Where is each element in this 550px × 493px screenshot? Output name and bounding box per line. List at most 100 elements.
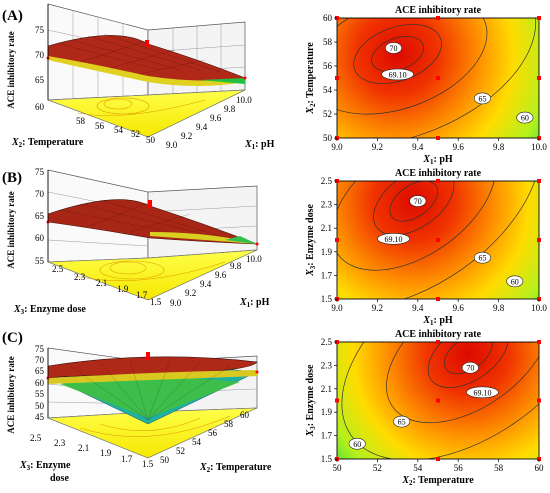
y-tick: 54 [323, 85, 333, 95]
contour-label: 60 [348, 437, 366, 450]
contour-line [371, 36, 424, 72]
x-tick: 52 [373, 463, 382, 473]
y-tick-labels: 2.5 2.3 2.1 1.9 1.7 1.5 [30, 433, 154, 469]
svg-text:60: 60 [353, 440, 361, 449]
x-tick: 9.0 [166, 140, 178, 150]
surface-yellow-band [48, 370, 257, 384]
y-tick-labels: 58 56 54 52 50 [76, 116, 156, 145]
y-tick: 58 [323, 37, 333, 47]
surface-panel-c: (C) 45 50 55 60 65 70 75 ACE inhibitory [2, 330, 272, 484]
floor-contours [79, 415, 231, 437]
x-tick: 9.4 [196, 122, 208, 132]
y-tick: 2.3 [54, 438, 66, 448]
x-tick-labels: 9.0 9.2 9.4 9.6 9.8 10.0 [170, 254, 262, 308]
x-tick: 56 [454, 463, 464, 473]
y-tick: 50 [323, 133, 333, 143]
y-tick: 2.3 [321, 200, 333, 210]
design-point [436, 340, 440, 344]
design-point [537, 76, 541, 80]
contour-line [341, 342, 539, 459]
contour-label: 69.10 [381, 68, 414, 81]
y-axis-label: X2: Temperature [305, 42, 317, 115]
contour-title: ACE inhibitory rate [395, 329, 482, 340]
y-tick: 1.9 [321, 407, 333, 417]
z-tick: 60 [35, 233, 45, 243]
y-tick: 56 [95, 121, 105, 131]
x-tick: 9.8 [493, 303, 505, 313]
z-tick: 65 [35, 211, 45, 221]
y-tick: 52 [131, 129, 140, 139]
x-tick: 9.4 [200, 279, 212, 289]
y-tick: 2.1 [321, 384, 332, 394]
contour-label: 60 [516, 111, 534, 124]
y-axis-label: X3: Enzyme dose [13, 304, 86, 316]
z-axis-label: ACE inhibitory rate [6, 356, 16, 434]
design-point [537, 398, 541, 403]
contour-title: ACE inhibitory rate [395, 168, 482, 179]
contour-plot-area: 70 69.10 65 60 [337, 18, 539, 138]
x-tick: 50 [333, 463, 343, 473]
x-tick: 9.2 [372, 142, 383, 152]
contour-line [337, 18, 537, 138]
x-tick: 60 [240, 410, 250, 420]
floor-plane [47, 89, 246, 138]
surface-yellow-band [150, 232, 257, 244]
contour-panel-c: 70 69.10 65 60 ACE inhibitory rate 50 52 54 56 58… [305, 329, 544, 487]
surface-cone-green [60, 377, 240, 418]
y-tick: 60 [323, 13, 333, 23]
design-point [537, 16, 541, 20]
y-tick: 2.1 [78, 443, 89, 453]
x-tick: 9.2 [185, 288, 196, 298]
contour-label: 69.10 [466, 386, 499, 399]
y-tick: 1.5 [150, 297, 162, 307]
floor-contours [77, 97, 206, 116]
x-tick: 52 [176, 446, 185, 456]
surface-green-tip [200, 78, 245, 84]
x-tick: 9.2 [181, 131, 192, 141]
contour-label: 65 [393, 415, 411, 428]
x-tick: 9.6 [453, 142, 465, 152]
panel-label-a: (A) [2, 8, 23, 24]
y-tick: 1.7 [321, 431, 333, 441]
z-tick: 70 [35, 355, 45, 365]
y-tick: 1.9 [321, 247, 333, 257]
x-tick: 10.0 [246, 254, 262, 264]
y-axis-label: X3: Enzyme dose [305, 204, 317, 277]
contour-label: 70 [385, 42, 403, 54]
surface-panel-b: (B) 55 60 65 70 75 ACE inhibitory rate [2, 167, 270, 316]
y-tick: 2.5 [321, 337, 333, 347]
design-point [335, 238, 339, 242]
x-tick: 10.0 [236, 95, 252, 105]
contour-line [389, 181, 438, 222]
design-point [335, 398, 339, 403]
z-tick: 75 [35, 167, 45, 177]
svg-text:65: 65 [478, 94, 486, 103]
y-axis-label: X2: Temperature [11, 137, 84, 149]
x-tick: 58 [224, 419, 234, 429]
y-tick: 54 [114, 125, 124, 135]
x-tick: 10.0 [531, 303, 547, 313]
surface-mesh [59, 33, 221, 75]
contour-line [337, 18, 488, 115]
design-point [537, 179, 541, 183]
x-tick: 9.6 [453, 303, 465, 313]
design-point [436, 398, 440, 403]
y-tick: 58 [76, 116, 86, 126]
design-point [436, 179, 440, 183]
z-tick: 75 [35, 344, 45, 354]
y-tick: 2.5 [30, 433, 42, 443]
y-tick: 1.7 [321, 270, 333, 280]
y-tick: 1.9 [117, 284, 129, 294]
x-tick: 9.8 [224, 104, 236, 114]
svg-text:69.10: 69.10 [389, 70, 407, 79]
y-tick: 2.5 [52, 264, 64, 274]
x-axis-label: X2: Temperature [401, 475, 474, 487]
svg-text:70: 70 [466, 364, 474, 373]
y-tick: 1.5 [321, 454, 333, 464]
svg-text:70: 70 [390, 44, 398, 53]
y-tick: 2.3 [74, 272, 86, 282]
x-tick: 9.0 [331, 142, 343, 152]
contour-label: 65 [473, 251, 491, 264]
design-point [537, 340, 541, 344]
surface-green-tip [225, 236, 257, 244]
